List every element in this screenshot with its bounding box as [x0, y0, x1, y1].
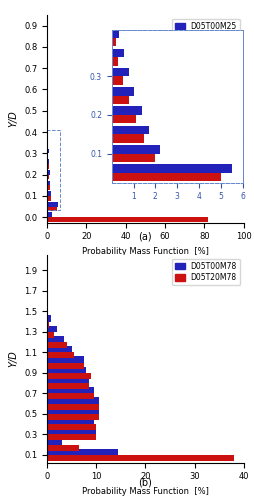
Bar [47, 305, 48, 312]
Legend: D05T00M25, D05T20M25: D05T00M25, D05T20M25 [172, 19, 240, 45]
Bar [47, 387, 94, 394]
Bar [112, 126, 149, 134]
Bar [47, 206, 57, 211]
Bar [112, 38, 116, 46]
X-axis label: Probability Mass Function  [%]: Probability Mass Function [%] [82, 247, 209, 256]
Bar [112, 154, 155, 162]
Bar [47, 424, 96, 430]
Bar [112, 96, 129, 104]
Bar [47, 154, 48, 158]
Bar [47, 186, 50, 190]
Bar [47, 346, 72, 352]
Bar [112, 106, 142, 115]
Bar [112, 57, 118, 66]
Bar [47, 342, 67, 348]
Bar [112, 29, 119, 38]
Bar [47, 434, 96, 440]
Bar [47, 164, 49, 168]
Bar [47, 196, 51, 200]
Bar [112, 115, 136, 124]
Bar [47, 455, 234, 461]
Bar [112, 164, 232, 173]
Bar [47, 428, 96, 434]
Bar [112, 48, 124, 57]
Bar [47, 174, 49, 180]
X-axis label: Probability Mass Function  [%]: Probability Mass Function [%] [82, 487, 209, 496]
Bar [47, 373, 91, 379]
Bar [47, 128, 48, 132]
Bar [47, 362, 84, 368]
Bar [112, 134, 145, 142]
Bar [112, 68, 129, 76]
Bar [112, 145, 160, 154]
Bar [47, 352, 74, 358]
Bar [47, 418, 94, 424]
Bar [47, 444, 79, 450]
Bar [47, 191, 51, 196]
Bar [47, 180, 50, 186]
Bar [47, 366, 86, 373]
Bar [47, 438, 62, 444]
Bar [47, 394, 94, 400]
Bar [47, 404, 99, 409]
Bar [47, 202, 58, 206]
Bar [47, 398, 99, 404]
Bar [47, 332, 54, 338]
Bar [47, 130, 60, 210]
Bar [112, 87, 134, 96]
Bar [47, 212, 52, 217]
Bar [47, 316, 51, 322]
Bar [47, 356, 84, 362]
Bar [47, 326, 57, 332]
Text: (a): (a) [139, 231, 152, 241]
Bar [47, 217, 208, 222]
Bar [47, 377, 89, 383]
Y-axis label: Y/D: Y/D [8, 110, 19, 127]
Legend: D05T00M78, D05T20M78: D05T00M78, D05T20M78 [172, 259, 240, 285]
Bar [47, 448, 118, 455]
Bar [112, 76, 123, 85]
Bar [47, 408, 99, 414]
Bar [47, 148, 49, 154]
Bar [112, 173, 221, 182]
Y-axis label: Y/D: Y/D [8, 350, 19, 367]
Bar [47, 336, 64, 342]
Text: (b): (b) [138, 478, 152, 488]
Bar [47, 414, 99, 420]
Bar [47, 170, 50, 174]
Bar [47, 138, 48, 142]
Bar [47, 160, 49, 164]
Bar [47, 383, 89, 389]
Bar [47, 322, 50, 328]
